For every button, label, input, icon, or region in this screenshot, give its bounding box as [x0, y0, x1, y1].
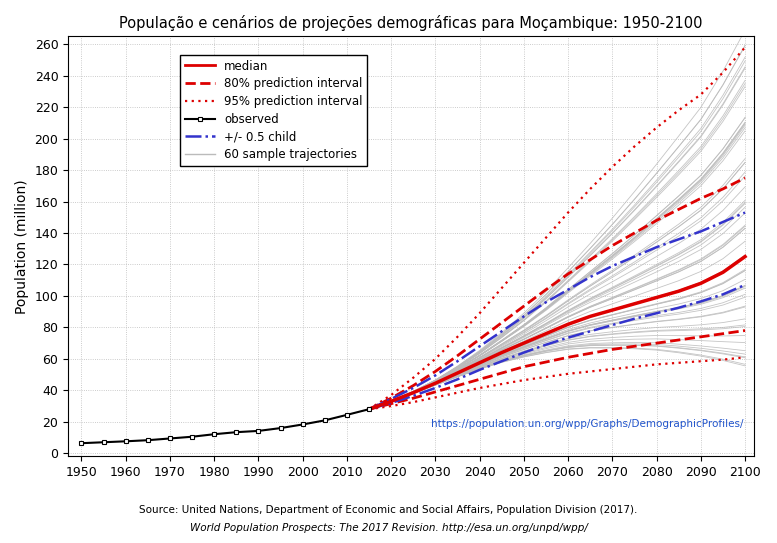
Title: População e cenários de projeções demográficas para Moçambique: 1950-2100: População e cenários de projeções demogr… [120, 15, 702, 31]
Legend: median, 80% prediction interval, 95% prediction interval, observed, +/- 0.5 chil: median, 80% prediction interval, 95% pre… [180, 55, 368, 166]
Text: https://population.un.org/wpp/Graphs/DemographicProfiles/: https://population.un.org/wpp/Graphs/Dem… [431, 419, 744, 429]
Text: World Population Prospects: The 2017 Revision. http://esa.un.org/unpd/wpp/: World Population Prospects: The 2017 Rev… [190, 523, 587, 533]
Y-axis label: Population (million): Population (million) [15, 179, 29, 314]
Text: Source: United Nations, Department of Economic and Social Affairs, Population Di: Source: United Nations, Department of Ec… [139, 505, 638, 515]
